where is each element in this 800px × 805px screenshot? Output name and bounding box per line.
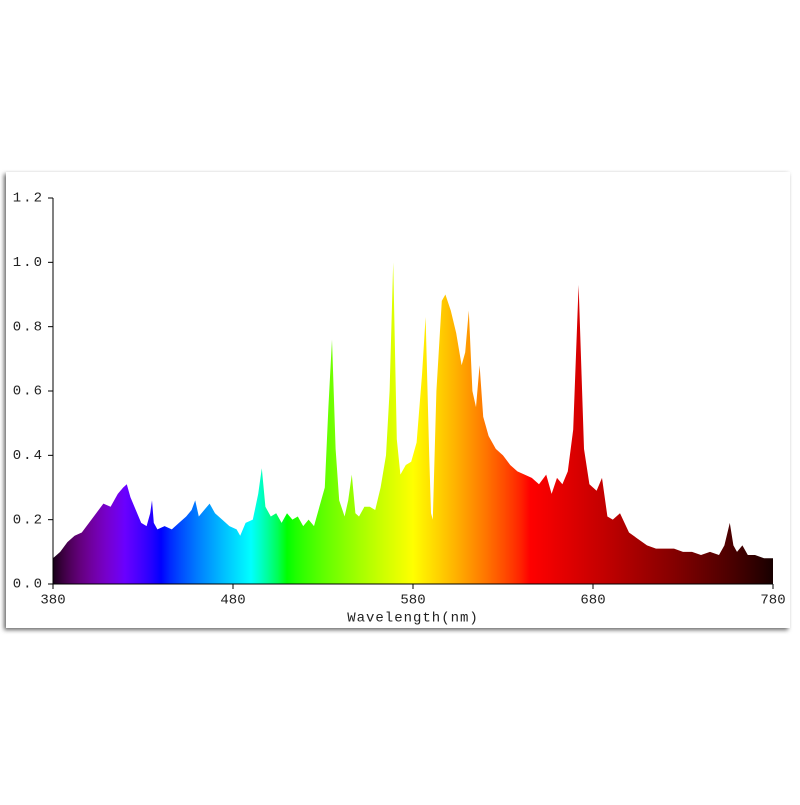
x-tick-label: 680 [580,593,605,609]
y-tick-label: 0.0 [13,577,44,593]
y-tick-label: 1.2 [13,191,44,207]
x-tick-label: 580 [400,593,425,609]
x-tick-label: 780 [760,593,785,609]
y-tick-label: 0.2 [13,512,44,528]
spectrum-area [53,262,773,584]
x-axis-label: Wavelength(nm) [347,611,479,627]
y-tick-label: 1.0 [13,255,44,271]
x-tick-label: 480 [220,593,245,609]
y-tick-label: 0.8 [13,319,44,335]
y-tick-label: 0.4 [13,448,44,464]
x-tick-label: 380 [40,593,65,609]
y-tick-label: 0.6 [13,384,44,400]
